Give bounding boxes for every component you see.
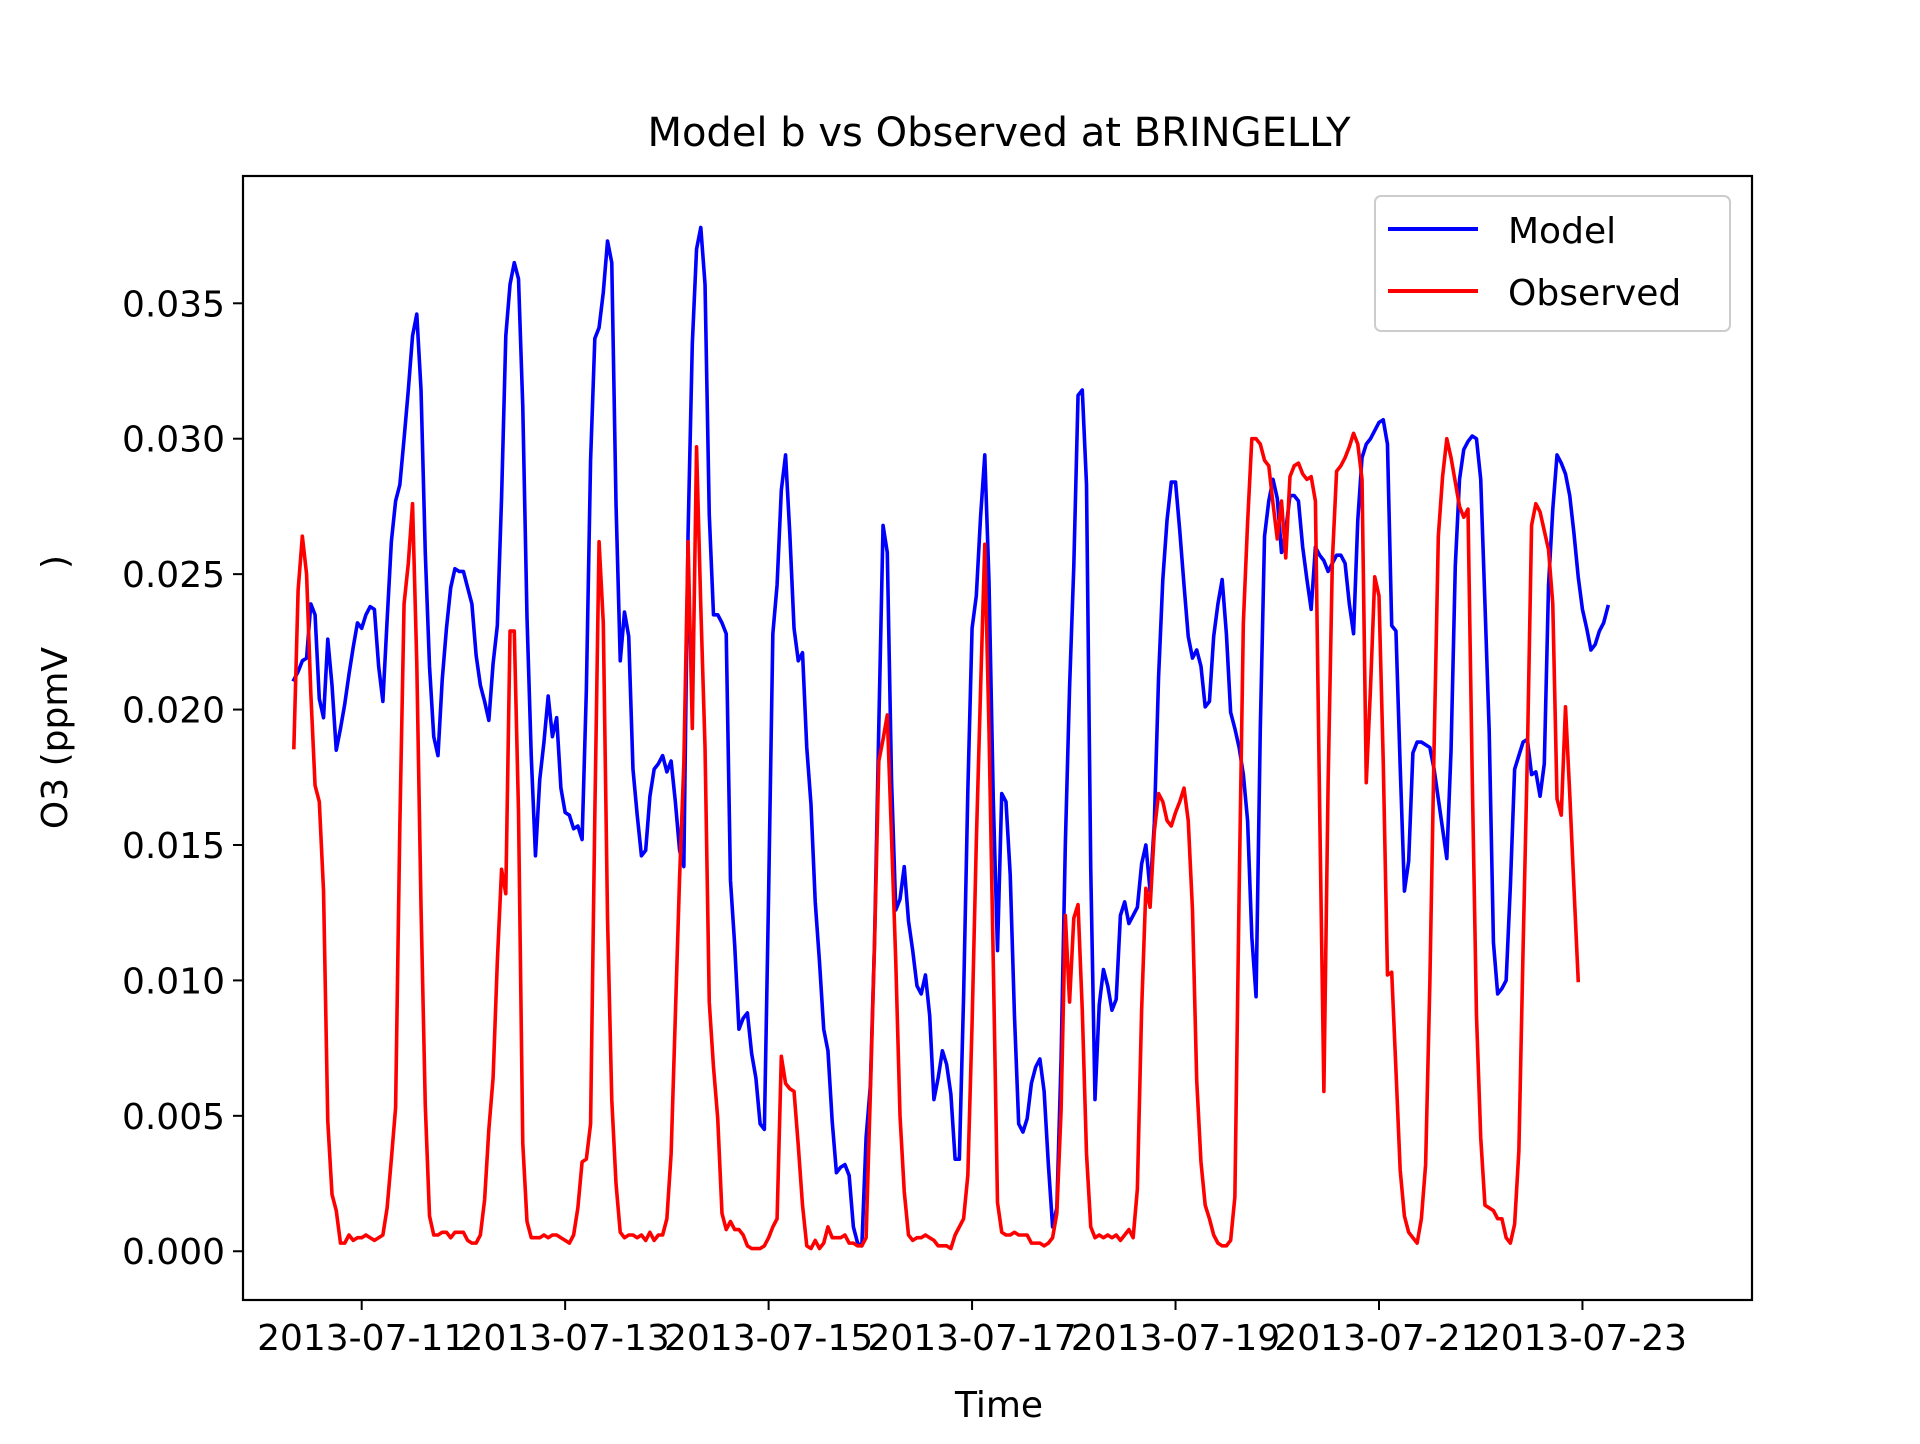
y-axis-label-text: O3 (ppmV [35,647,76,830]
y-axis-label-close-paren: ) [35,555,76,569]
x-tick-label: 2013-07-13 [461,1318,670,1359]
x-axis: 2013-07-112013-07-132013-07-152013-07-17… [257,1300,1687,1359]
plot-area [241,174,1754,1302]
y-tick-label: 0.010 [122,961,225,1002]
y-tick-label: 0.020 [122,691,225,732]
x-tick-label: 2013-07-19 [1071,1318,1280,1359]
y-tick-label: 0.000 [122,1232,225,1273]
y-tick-label: 0.015 [122,826,225,867]
chart-title: Model b vs Observed at BRINGELLY [647,110,1351,156]
series-line-observed [292,431,1581,1251]
legend: Model Observed [1374,195,1731,332]
y-tick-label: 0.005 [122,1097,225,1138]
x-tick-label: 2013-07-23 [1478,1318,1687,1359]
series-layer [291,225,1611,1251]
x-tick-label: 2013-07-15 [664,1318,873,1359]
x-tick-label: 2013-07-17 [867,1318,1076,1359]
y-tick-label: 0.035 [122,284,225,325]
y-tick-label: 0.030 [122,420,225,461]
y-tick-label: 0.025 [122,555,225,596]
legend-label-model: Model [1508,211,1616,252]
legend-label-observed: Observed [1508,273,1681,314]
x-tick-label: 2013-07-11 [257,1318,466,1359]
y-axis-label: O3 (ppmV ) [35,555,76,829]
y-axis: 0.000 0.005 0.010 0.015 0.020 0.025 0.030 0.035 [122,284,243,1273]
x-axis-label: Time [954,1385,1043,1426]
series-line-model [291,225,1611,1248]
x-tick-label: 2013-07-21 [1274,1318,1483,1359]
